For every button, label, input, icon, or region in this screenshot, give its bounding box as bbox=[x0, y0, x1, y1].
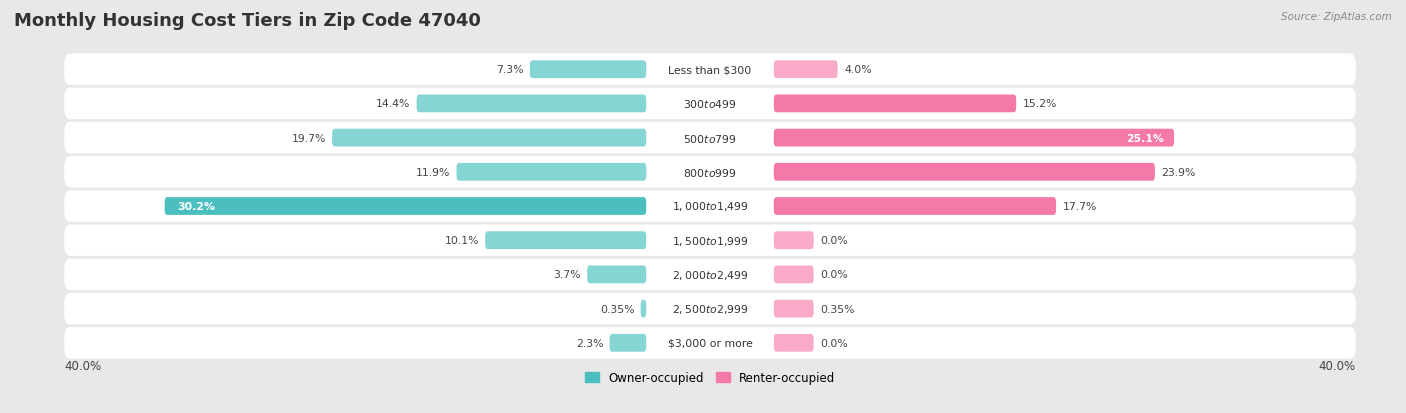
Text: 30.2%: 30.2% bbox=[177, 202, 215, 211]
Text: $300 to $499: $300 to $499 bbox=[683, 98, 737, 110]
Text: 14.4%: 14.4% bbox=[375, 99, 411, 109]
Text: $800 to $999: $800 to $999 bbox=[683, 166, 737, 178]
Legend: Owner-occupied, Renter-occupied: Owner-occupied, Renter-occupied bbox=[579, 366, 841, 389]
Text: 3.7%: 3.7% bbox=[554, 270, 581, 280]
Text: $1,500 to $1,999: $1,500 to $1,999 bbox=[672, 234, 748, 247]
FancyBboxPatch shape bbox=[773, 198, 1056, 215]
FancyBboxPatch shape bbox=[457, 164, 647, 181]
Text: 23.9%: 23.9% bbox=[1161, 167, 1195, 177]
FancyBboxPatch shape bbox=[65, 55, 1355, 86]
Text: Monthly Housing Cost Tiers in Zip Code 47040: Monthly Housing Cost Tiers in Zip Code 4… bbox=[14, 12, 481, 30]
Text: Less than $300: Less than $300 bbox=[668, 65, 752, 75]
Text: 0.0%: 0.0% bbox=[820, 338, 848, 348]
FancyBboxPatch shape bbox=[530, 61, 647, 79]
Text: Source: ZipAtlas.com: Source: ZipAtlas.com bbox=[1281, 12, 1392, 22]
Text: 40.0%: 40.0% bbox=[65, 358, 101, 372]
FancyBboxPatch shape bbox=[485, 232, 647, 249]
FancyBboxPatch shape bbox=[773, 129, 1174, 147]
FancyBboxPatch shape bbox=[65, 259, 1355, 290]
Text: 11.9%: 11.9% bbox=[416, 167, 450, 177]
FancyBboxPatch shape bbox=[416, 95, 647, 113]
Text: $500 to $799: $500 to $799 bbox=[683, 132, 737, 144]
Text: 25.1%: 25.1% bbox=[1126, 133, 1164, 143]
FancyBboxPatch shape bbox=[773, 61, 838, 79]
FancyBboxPatch shape bbox=[773, 95, 1017, 113]
FancyBboxPatch shape bbox=[65, 191, 1355, 222]
Text: $3,000 or more: $3,000 or more bbox=[668, 338, 752, 348]
FancyBboxPatch shape bbox=[610, 334, 647, 352]
FancyBboxPatch shape bbox=[65, 88, 1355, 120]
FancyBboxPatch shape bbox=[65, 157, 1355, 188]
Text: 0.0%: 0.0% bbox=[820, 236, 848, 246]
FancyBboxPatch shape bbox=[773, 164, 1154, 181]
Text: 2.3%: 2.3% bbox=[575, 338, 603, 348]
Text: 0.0%: 0.0% bbox=[820, 270, 848, 280]
Text: 15.2%: 15.2% bbox=[1022, 99, 1057, 109]
Text: 4.0%: 4.0% bbox=[844, 65, 872, 75]
FancyBboxPatch shape bbox=[773, 300, 814, 318]
FancyBboxPatch shape bbox=[773, 232, 814, 249]
Text: 40.0%: 40.0% bbox=[1319, 358, 1355, 372]
Text: 19.7%: 19.7% bbox=[291, 133, 326, 143]
FancyBboxPatch shape bbox=[65, 327, 1355, 358]
Text: 0.35%: 0.35% bbox=[600, 304, 634, 314]
Text: $2,000 to $2,499: $2,000 to $2,499 bbox=[672, 268, 748, 281]
FancyBboxPatch shape bbox=[588, 266, 647, 284]
FancyBboxPatch shape bbox=[332, 129, 647, 147]
FancyBboxPatch shape bbox=[65, 225, 1355, 256]
FancyBboxPatch shape bbox=[165, 198, 647, 215]
FancyBboxPatch shape bbox=[65, 293, 1355, 325]
FancyBboxPatch shape bbox=[65, 123, 1355, 154]
Text: 7.3%: 7.3% bbox=[496, 65, 523, 75]
FancyBboxPatch shape bbox=[773, 266, 814, 284]
Text: 10.1%: 10.1% bbox=[444, 236, 479, 246]
Text: 17.7%: 17.7% bbox=[1063, 202, 1097, 211]
FancyBboxPatch shape bbox=[641, 300, 647, 318]
Text: $1,000 to $1,499: $1,000 to $1,499 bbox=[672, 200, 748, 213]
Text: $2,500 to $2,999: $2,500 to $2,999 bbox=[672, 302, 748, 316]
Text: 0.35%: 0.35% bbox=[820, 304, 855, 314]
FancyBboxPatch shape bbox=[773, 334, 814, 352]
